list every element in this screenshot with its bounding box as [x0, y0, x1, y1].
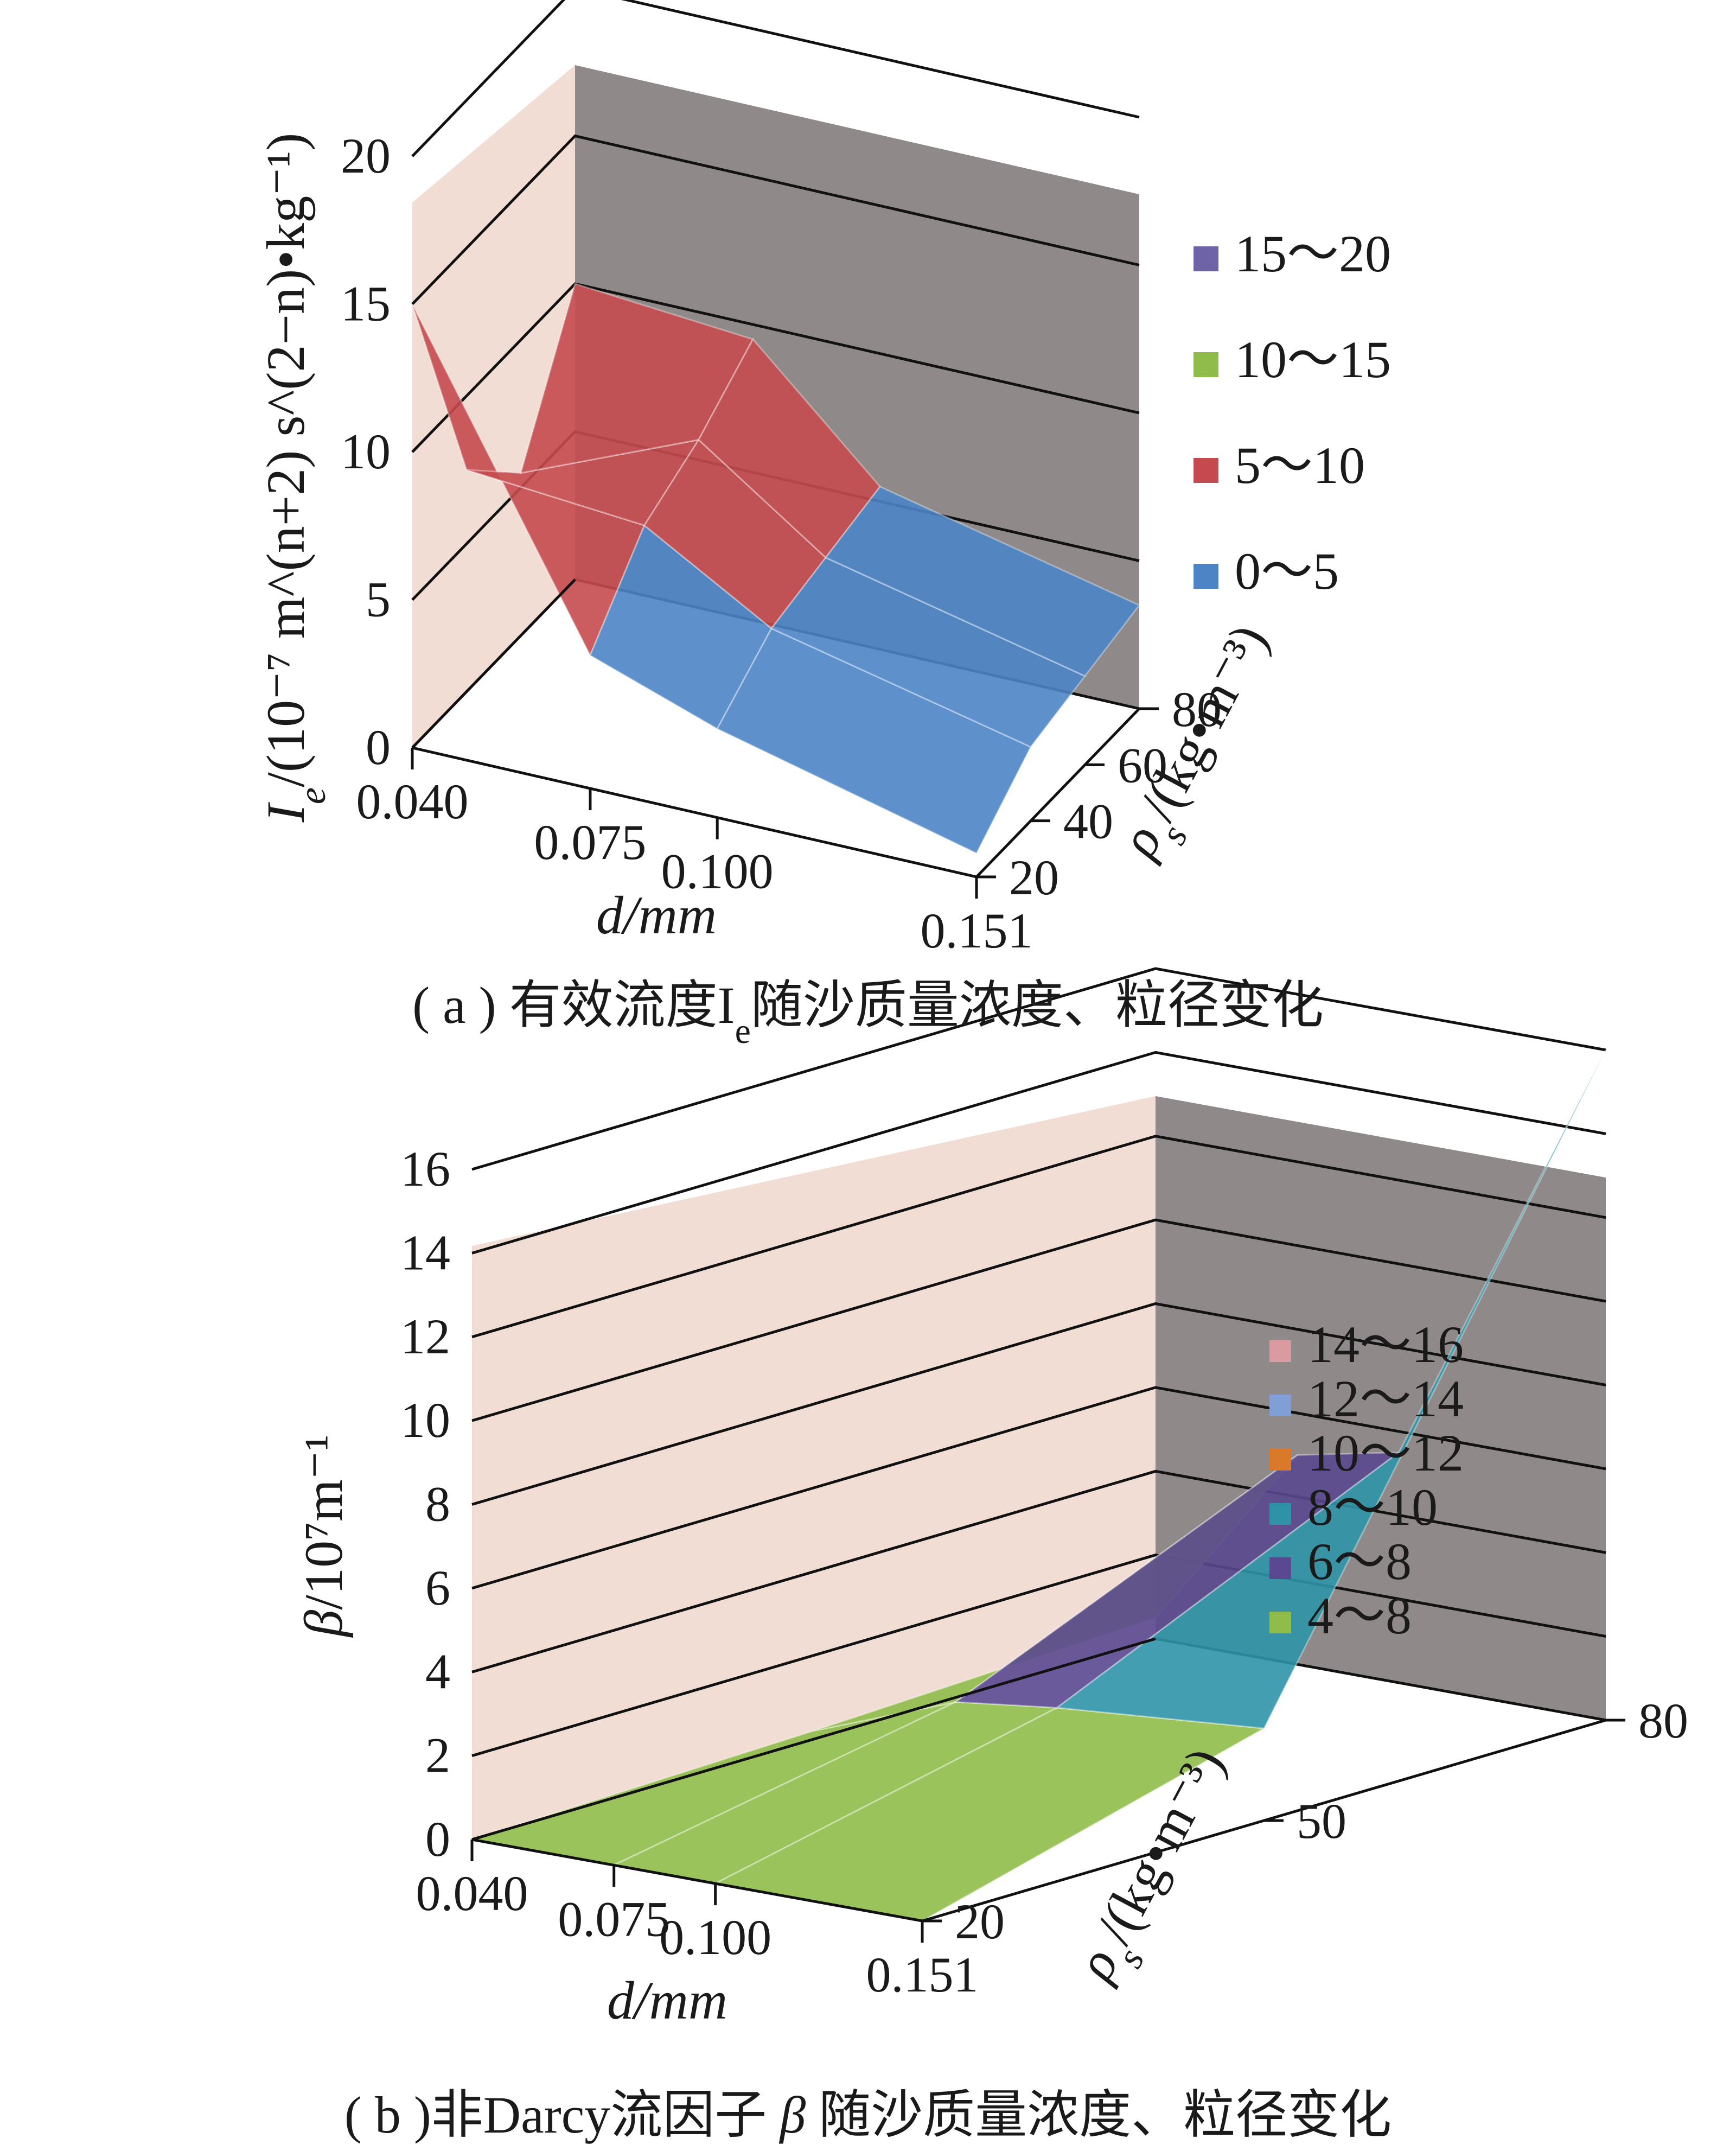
y-tick-label: 14	[400, 1225, 450, 1280]
x-axis-label: d/mm	[607, 1970, 727, 2031]
left-wall	[412, 65, 575, 748]
y-tick-label: 12	[400, 1309, 450, 1364]
gridline	[471, 1135, 1606, 1339]
surface-patch	[824, 486, 1141, 677]
depth-edge	[471, 1637, 1156, 1841]
depth-tick-label: 20	[1009, 850, 1059, 905]
legend-label: 0～5	[1235, 542, 1339, 600]
x-tick-label: 0.100	[659, 1910, 771, 1965]
depth-edge	[411, 578, 576, 749]
left-wall	[472, 1096, 1156, 1840]
gridline	[471, 1051, 1606, 1255]
legend-label: 12～14	[1307, 1370, 1464, 1428]
y-axis-label: β/10⁷m⁻¹	[293, 1434, 354, 1638]
y-tick-label: 20	[341, 128, 391, 183]
x-tick-label: 0.100	[661, 844, 774, 899]
gridline	[471, 1218, 1606, 1422]
legend-swatch	[1194, 458, 1218, 483]
y-tick-label: 6	[425, 1560, 450, 1615]
y-tick-label: 0	[366, 720, 391, 775]
y-tick-label: 15	[341, 276, 391, 332]
legend-label: 4～8	[1307, 1587, 1412, 1645]
y-tick-label: 16	[400, 1141, 450, 1197]
depth-tick-label: 80	[1638, 1693, 1688, 1748]
y-tick-label: 8	[425, 1477, 450, 1532]
legend-swatch	[1194, 246, 1218, 271]
depth-tick-label: 60	[1118, 737, 1167, 793]
depth-tick-label: 20	[955, 1894, 1005, 1949]
legend-label: 15～20	[1235, 225, 1391, 283]
legend-swatch	[1269, 1612, 1291, 1633]
legend-swatch	[1194, 564, 1218, 589]
x-tick-label: 0.075	[534, 814, 646, 870]
legend-swatch	[1269, 1503, 1291, 1525]
y-tick-label: 4	[425, 1644, 450, 1699]
x-tick-label: 0.151	[921, 903, 1033, 958]
y-tick-label: 2	[425, 1728, 450, 1783]
legend-label: 8～10	[1307, 1478, 1438, 1536]
legend-swatch	[1269, 1557, 1291, 1579]
legend-label: 5～10	[1235, 436, 1365, 494]
x-tick-label: 0.151	[866, 1947, 979, 2002]
y-tick-label: 5	[366, 572, 391, 627]
legend-swatch	[1194, 352, 1218, 377]
legend-swatch	[1269, 1449, 1291, 1471]
x-tick-label: 0.040	[356, 774, 469, 829]
chart-panel-a: 051015200.0400.0750.1000.15120406080d/mm…	[256, 0, 1391, 958]
gridline	[471, 1386, 1606, 1590]
gridline	[471, 1302, 1606, 1506]
y-tick-label: 10	[400, 1392, 450, 1448]
y-axis-label: Ie/(10⁻⁷ m^(n+2) s^(2−n)•kg⁻¹)	[256, 133, 334, 823]
depth-tick-label: 40	[1063, 794, 1113, 849]
x-tick-label: 0.040	[416, 1866, 528, 1921]
gridline	[471, 1554, 1606, 1757]
legend-swatch	[1269, 1340, 1291, 1362]
y-tick-label: 0	[425, 1811, 450, 1867]
legend-label: 10～12	[1307, 1424, 1464, 1482]
legend-label: 10～15	[1235, 330, 1391, 389]
gridline	[411, 134, 1140, 306]
x-axis-label: d/mm	[596, 885, 717, 945]
gridline	[471, 967, 1606, 1171]
legend-label: 6～8	[1307, 1532, 1412, 1590]
depth-tick-label: 80	[1172, 682, 1222, 737]
legend-label: 14～16	[1307, 1315, 1464, 1373]
gridline	[471, 1469, 1606, 1673]
y-tick-label: 10	[341, 424, 391, 479]
x-tick-label: 0.075	[558, 1891, 670, 1946]
caption-b: ( b )非Darcy流因子 β 随沙质量浓度、粒径变化	[344, 2086, 1392, 2144]
legend-swatch	[1269, 1395, 1291, 1416]
surface-patch	[1055, 1049, 1607, 1729]
gridline	[411, 0, 1140, 157]
depth-tick-label: 50	[1297, 1793, 1346, 1849]
caption-a: ( a ) 有效流度Ie随沙质量浓度、粒径变化	[412, 976, 1324, 1051]
